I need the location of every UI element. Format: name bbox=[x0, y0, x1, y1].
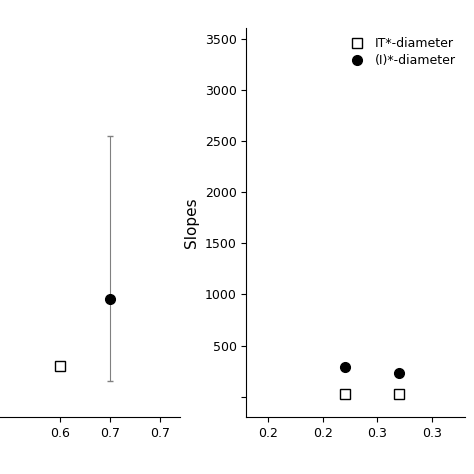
Legend: IT*-diameter, (I)*-diameter: IT*-diameter, (I)*-diameter bbox=[342, 35, 458, 69]
Y-axis label: Slopes: Slopes bbox=[184, 198, 200, 248]
